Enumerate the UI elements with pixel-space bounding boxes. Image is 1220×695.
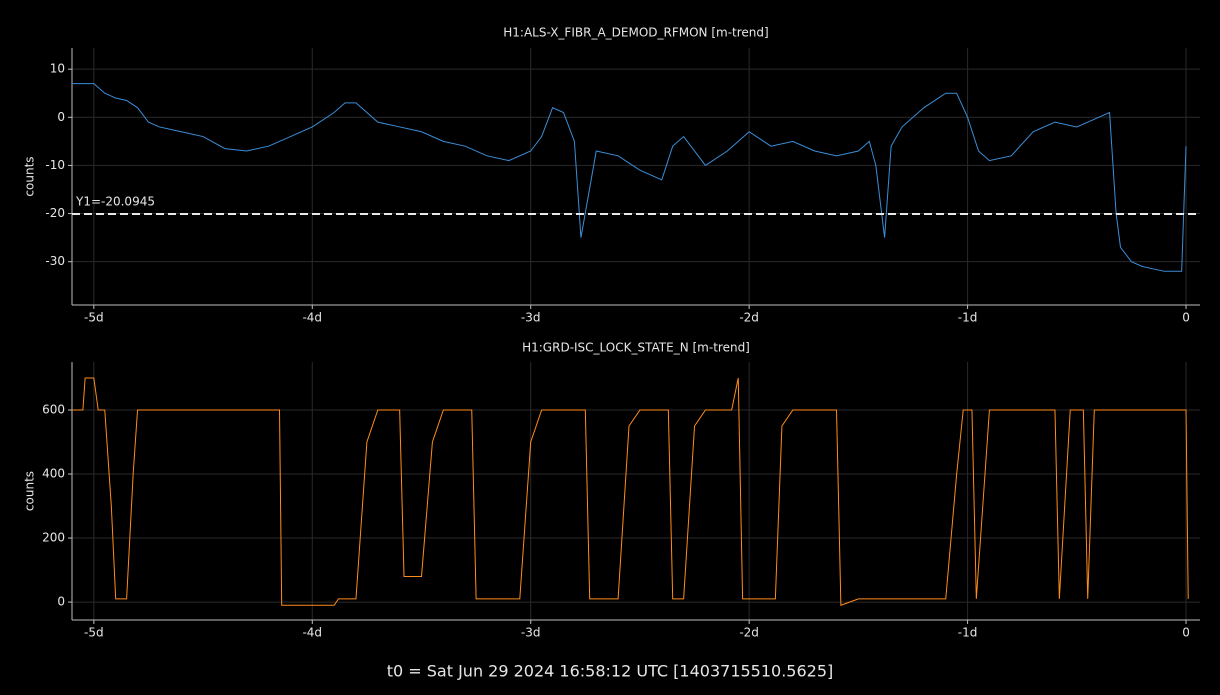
x-tick-label: 0 <box>1182 626 1190 640</box>
y-tick-label: 0 <box>57 595 65 609</box>
chart-title: H1:ALS-X_FIBR_A_DEMOD_RFMON [m-trend] <box>503 26 768 40</box>
data-line <box>72 377 1189 606</box>
footer: t0 = Sat Jun 29 2024 16:58:12 UTC [14037… <box>387 662 834 681</box>
y-tick-label: 400 <box>42 467 65 481</box>
y-tick-label: 0 <box>57 110 65 124</box>
y-axis-label: counts <box>23 156 37 196</box>
y-tick-label: 600 <box>42 403 65 417</box>
x-tick-label: -3d <box>521 626 541 640</box>
annotation-label: Y1=-20.0945 <box>75 195 155 209</box>
y-tick-label: -20 <box>45 206 65 220</box>
data-line <box>72 83 1187 272</box>
x-tick-label: -5d <box>84 626 104 640</box>
x-tick-label: -1d <box>958 311 978 325</box>
x-tick-label: -1d <box>958 626 978 640</box>
y-axis-label: counts <box>23 471 37 511</box>
chart-title: H1:GRD-ISC_LOCK_STATE_N [m-trend] <box>522 341 750 355</box>
x-tick-label: -4d <box>302 626 322 640</box>
x-tick-label: 0 <box>1182 311 1190 325</box>
y-tick-label: 10 <box>50 62 65 76</box>
x-tick-label: -5d <box>84 311 104 325</box>
x-tick-label: -2d <box>739 626 759 640</box>
x-tick-label: -3d <box>521 311 541 325</box>
y-tick-label: -30 <box>45 254 65 268</box>
x-tick-label: -2d <box>739 311 759 325</box>
x-tick-label: -4d <box>302 311 322 325</box>
y-tick-label: 200 <box>42 531 65 545</box>
y-tick-label: -10 <box>45 158 65 172</box>
